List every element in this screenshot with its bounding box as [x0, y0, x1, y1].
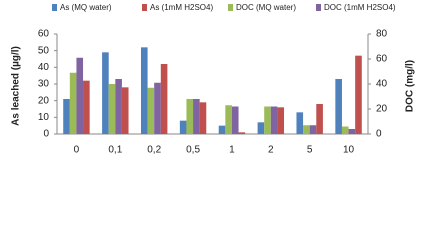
bar — [257, 122, 265, 134]
y2-tick-label: 20 — [376, 104, 388, 115]
bar — [154, 82, 161, 134]
bar — [335, 79, 342, 134]
legend: As (MQ water) As (1mM H2SO4) DOC (MQ water… — [52, 3, 396, 12]
y2-tick-label: 80 — [376, 29, 388, 40]
bar — [341, 126, 349, 134]
bar — [277, 107, 285, 134]
x-tick-label: 2 — [268, 145, 274, 156]
legend-swatch — [52, 4, 57, 11]
bar — [108, 84, 116, 134]
bar — [231, 106, 239, 134]
bar — [102, 52, 109, 135]
bar — [309, 125, 317, 134]
x-tick-label: 0 — [74, 145, 80, 156]
y-tick-label: 50 — [38, 45, 50, 56]
bar — [316, 104, 323, 134]
y-tick-label: 40 — [38, 62, 50, 73]
bar — [147, 87, 155, 134]
bar — [199, 102, 207, 134]
legend-label: As (1mM H2SO4) — [150, 3, 213, 12]
y2-tick-label: 60 — [376, 54, 388, 65]
x-tick-label: 1 — [229, 145, 235, 156]
bar — [63, 99, 70, 134]
bar — [303, 125, 310, 134]
bar — [121, 87, 129, 134]
bar — [264, 106, 271, 134]
bar — [140, 47, 148, 135]
bar — [218, 125, 226, 134]
bar — [270, 106, 278, 134]
bar — [348, 129, 356, 134]
y-tick-label: 30 — [38, 79, 50, 90]
legend-swatch — [316, 4, 321, 11]
y-axis-title: As leached (µg/l) — [11, 46, 22, 126]
bar — [83, 80, 90, 134]
x-tick-label: 0,1 — [108, 145, 122, 156]
bar — [238, 132, 246, 134]
legend-swatch — [228, 4, 233, 11]
y2-tick-label: 40 — [376, 79, 388, 90]
bar — [69, 72, 77, 134]
x-tick-label: 0,5 — [186, 145, 200, 156]
y-tick-label: 0 — [43, 129, 49, 140]
legend-label: DOC (MQ water) — [236, 3, 296, 12]
bar — [225, 105, 232, 134]
bar — [296, 112, 304, 134]
bar — [179, 120, 187, 134]
bar — [160, 64, 168, 134]
bar — [76, 57, 84, 134]
x-tick-label: 10 — [343, 145, 355, 156]
y2-axis-title: DOC (mg/l) — [405, 60, 416, 112]
bar — [115, 79, 122, 134]
x-tick-label: 5 — [307, 145, 313, 156]
x-tick-label: 0,2 — [147, 145, 161, 156]
bar — [186, 99, 194, 134]
legend-label: As (MQ water) — [60, 3, 112, 12]
bar — [193, 99, 200, 134]
legend-label: DOC (1mM H2SO4) — [324, 3, 396, 12]
chart: As leached (µg/l) DOC (mg/l) 01020304050… — [11, 3, 416, 156]
legend-swatch — [142, 4, 147, 11]
y-tick-label: 60 — [38, 29, 50, 40]
y-tick-label: 20 — [38, 95, 50, 106]
bar — [355, 55, 362, 134]
y-tick-label: 10 — [38, 112, 50, 123]
y2-tick-label: 0 — [376, 129, 382, 140]
